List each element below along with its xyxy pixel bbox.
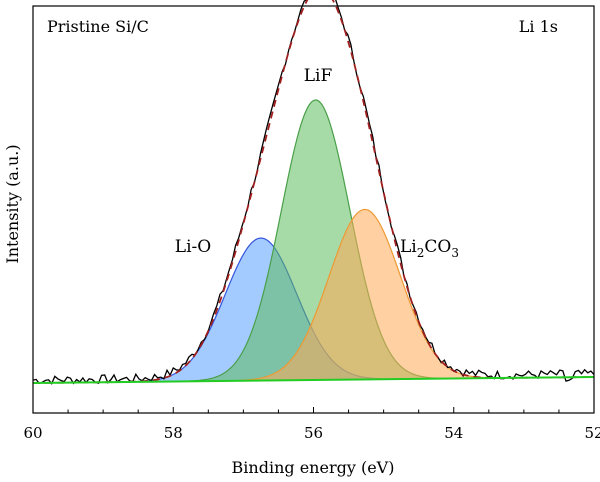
- x-tick-label: 52: [584, 424, 600, 442]
- x-tick-label: 58: [164, 424, 183, 442]
- plot-area: [32, 0, 595, 385]
- panel-label: Pristine Si/C: [47, 17, 149, 36]
- y-axis-title: Intensity (a.u.): [3, 144, 22, 263]
- peak-label-li2co3-base: Li: [400, 237, 417, 257]
- x-tick-label: 60: [23, 424, 42, 442]
- background-line: [32, 376, 595, 384]
- peak-label-li2co3-sub2: 3: [451, 246, 459, 260]
- x-tick-label: 54: [444, 424, 463, 442]
- peak-label-li2co3-sub1: 2: [417, 246, 425, 260]
- x-axis-ticks: 60 58 56 54 52: [23, 407, 600, 442]
- peak-label-lio: Li-O: [175, 237, 211, 257]
- spectrum-label: Li 1s: [519, 17, 558, 36]
- x-tick-label: 56: [304, 424, 323, 442]
- x-axis-title: Binding energy (eV): [232, 458, 395, 477]
- peak-label-li2co3-mid: CO: [424, 237, 451, 257]
- peak-label-li2co3: Li2CO3: [400, 237, 459, 260]
- peak-label-lif: LiF: [304, 66, 333, 86]
